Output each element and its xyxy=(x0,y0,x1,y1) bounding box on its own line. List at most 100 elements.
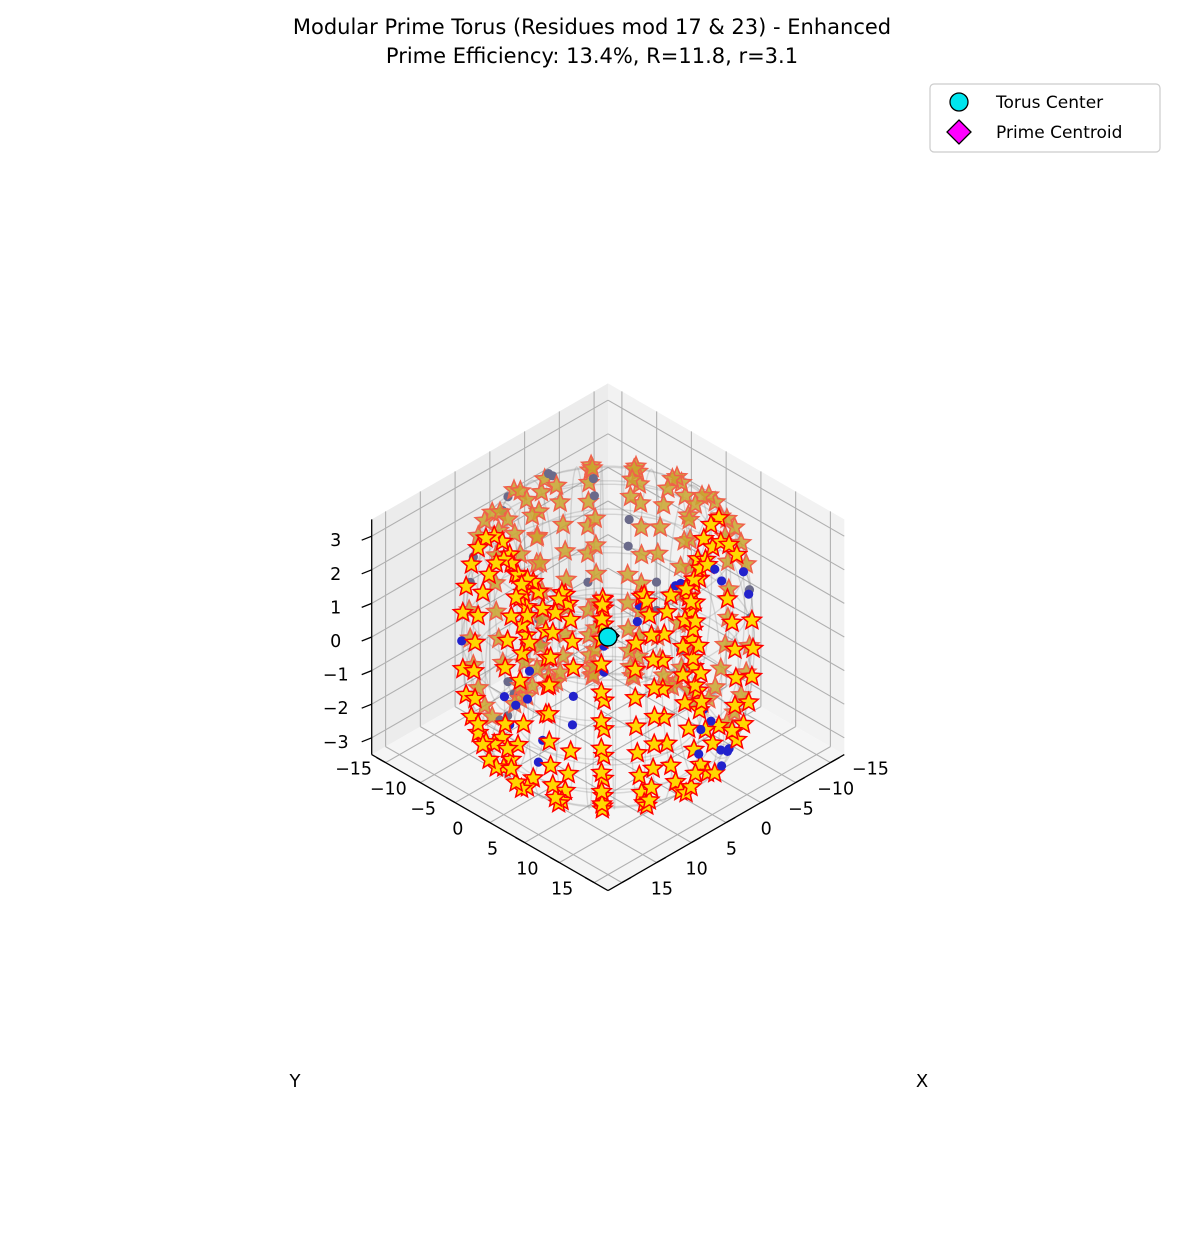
prime-star-point xyxy=(648,515,672,538)
prime-star-point xyxy=(677,507,701,530)
prime-star-point xyxy=(544,601,567,623)
gridline xyxy=(607,433,845,571)
prime-star-point xyxy=(616,617,640,639)
y-tick-label: 0 xyxy=(452,820,463,840)
prime-star-point xyxy=(659,753,683,776)
prime-star-point xyxy=(674,577,698,599)
y-tick xyxy=(515,837,525,844)
prime-star-point xyxy=(496,736,519,759)
z-tick xyxy=(361,602,372,609)
prime-star-point xyxy=(460,552,483,575)
prime-star-point xyxy=(717,532,741,555)
legend: Torus Center Prime Centroid xyxy=(929,83,1161,153)
chart-subtitle: Prime Efficiency: 13.4%, R=11.8, r=3.1 xyxy=(386,44,798,68)
residue-point xyxy=(623,541,633,551)
prime-star-point xyxy=(548,660,572,683)
prime-star-point xyxy=(556,761,580,784)
torus-meridian xyxy=(611,597,617,810)
prime-star-point xyxy=(584,533,608,555)
z-tick xyxy=(361,737,372,743)
prime-star-point xyxy=(589,736,613,759)
prime-star-point xyxy=(528,551,552,573)
prime-star-point xyxy=(616,562,640,585)
y-tick xyxy=(376,757,386,764)
gridline xyxy=(371,433,609,571)
x-tick-label: 10 xyxy=(686,860,708,880)
prime-star-point xyxy=(561,656,585,678)
torus-parallel xyxy=(513,508,703,619)
prime-star-point xyxy=(640,623,663,646)
x-tick xyxy=(621,877,632,884)
prime-star-point xyxy=(740,608,764,631)
residue-point xyxy=(457,636,467,646)
prime-star-point xyxy=(725,542,749,565)
prime-star-point xyxy=(539,753,562,776)
prime-star-point xyxy=(477,562,501,585)
y-tick-label: 5 xyxy=(487,840,498,860)
prime-star-point xyxy=(637,603,661,626)
prime-star-point xyxy=(629,515,653,538)
z-tick-label: 3 xyxy=(330,531,341,551)
prime-star-point xyxy=(471,580,495,603)
prime-star-point xyxy=(652,622,676,645)
prime-star-point xyxy=(466,712,490,734)
prime-star-point xyxy=(681,646,705,668)
prime-star-point xyxy=(541,773,565,795)
prime-star-point xyxy=(545,473,568,496)
residue-point xyxy=(744,589,754,599)
residue-point xyxy=(716,576,727,586)
prime-star-point xyxy=(737,690,761,713)
prime-star-point xyxy=(679,590,703,612)
prime-star-point xyxy=(692,526,716,549)
prime-star-point xyxy=(684,609,707,632)
prime-star-point xyxy=(525,525,549,547)
prime-star-point xyxy=(530,480,553,502)
prime-star-point xyxy=(623,686,647,708)
prime-star-point xyxy=(640,775,663,798)
prime-star-point xyxy=(503,521,527,544)
prime-star-point xyxy=(701,731,725,754)
prime-star-point xyxy=(537,702,561,724)
prime-star-point xyxy=(616,591,640,613)
y-tick-label: −15 xyxy=(335,760,372,780)
prime-star-point xyxy=(620,467,644,490)
z-tick-label: −1 xyxy=(323,666,349,686)
prime-star-point xyxy=(463,630,487,653)
torus-meridian xyxy=(599,464,605,677)
y-tick xyxy=(584,877,595,884)
residue-point xyxy=(511,700,521,710)
legend-prime-centroid-marker xyxy=(946,119,972,145)
prime-star-point xyxy=(551,512,575,535)
y-axis-label: Y xyxy=(289,1071,302,1092)
prime-star-point xyxy=(504,770,528,793)
prime-star-point xyxy=(673,691,697,713)
center-markers xyxy=(598,626,620,647)
prime-star-point xyxy=(655,600,679,622)
torus-meridian xyxy=(569,465,587,680)
residue-point xyxy=(568,691,578,701)
prime-star-point xyxy=(642,732,666,755)
prime-star-point xyxy=(499,604,523,627)
prime-star-point xyxy=(623,657,647,680)
prime-star-point xyxy=(641,756,665,779)
prime-star-point xyxy=(541,620,565,643)
prime-star-point xyxy=(554,567,578,590)
residue-point xyxy=(503,677,513,687)
prime-star-point xyxy=(496,507,520,530)
residue-point xyxy=(706,716,716,726)
prime-star-point xyxy=(508,668,532,691)
torus-meridian xyxy=(584,595,596,810)
prime-star-point xyxy=(741,636,765,659)
prime-star-point xyxy=(659,583,683,606)
prime-star-point xyxy=(527,580,550,602)
prime-star-point xyxy=(584,561,608,584)
x-tick-label: 5 xyxy=(726,840,737,860)
prime-star-point xyxy=(551,644,575,666)
prime-star-point xyxy=(646,541,670,564)
prime-star-point xyxy=(643,704,666,727)
data-points xyxy=(451,453,765,819)
prime-star-point xyxy=(537,729,561,752)
prime-star-point xyxy=(590,607,614,629)
prime-star-point xyxy=(466,720,490,743)
